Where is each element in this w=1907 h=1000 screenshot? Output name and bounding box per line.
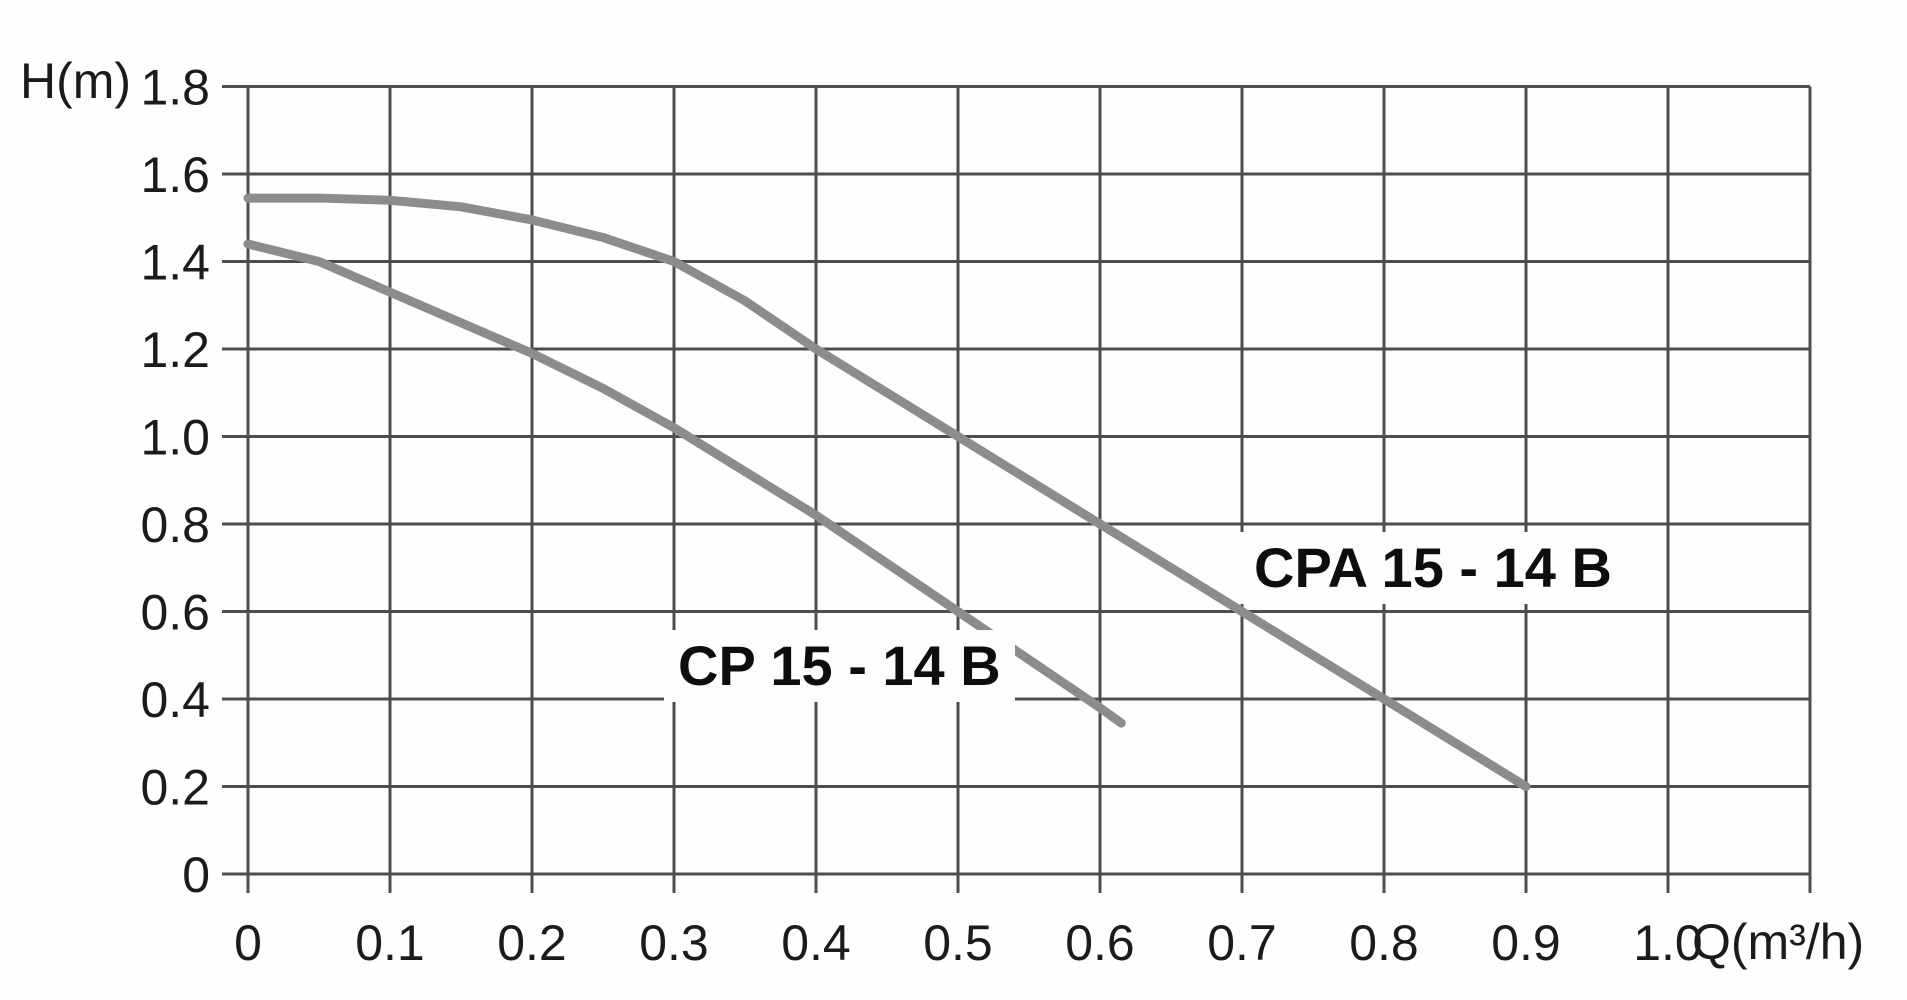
curve-cp <box>243 239 1126 728</box>
curves <box>243 193 1531 791</box>
grid-lines <box>222 85 1812 893</box>
tick-label: 0 <box>234 915 262 971</box>
curve-label-cpa: CPA 15 - 14 B <box>1240 532 1626 604</box>
tick-label: 0 <box>182 847 210 903</box>
tick-label: 0.3 <box>639 915 709 971</box>
tick-label: 0.4 <box>140 672 210 728</box>
tick-label: 0.8 <box>1349 915 1419 971</box>
x-axis-label: Q(m³/h) <box>1692 914 1865 970</box>
tick-label: 0.7 <box>1207 915 1277 971</box>
tick-label: 0.4 <box>781 915 851 971</box>
tick-label: 1.0 <box>1633 915 1703 971</box>
tick-label: 1.0 <box>140 410 210 466</box>
tick-label: 0.5 <box>923 915 993 971</box>
tick-label: 0.2 <box>140 760 210 816</box>
curve-cpa <box>243 193 1531 791</box>
tick-label: 0.8 <box>140 497 210 553</box>
tick-label: 1.6 <box>140 147 210 203</box>
tick-label: 0.2 <box>497 915 567 971</box>
curve-label-cp: CP 15 - 14 B <box>664 630 1015 702</box>
tick-label: 1.4 <box>140 235 210 291</box>
tick-label: 1.8 <box>140 60 210 116</box>
axis-tick-labels: 0 0.1 0.2 0.3 0.4 0.5 0.6 0.7 0.8 0.9 1.0 0 0.2 0.4 0.… <box>140 60 1702 972</box>
tick-label: 0.9 <box>1491 915 1561 971</box>
tick-label: 1.2 <box>140 322 210 378</box>
tick-label: 0.6 <box>1065 915 1135 971</box>
y-axis-label: H(m) <box>20 53 132 109</box>
tick-label: 0.6 <box>140 585 210 641</box>
tick-label: 0.1 <box>355 915 425 971</box>
